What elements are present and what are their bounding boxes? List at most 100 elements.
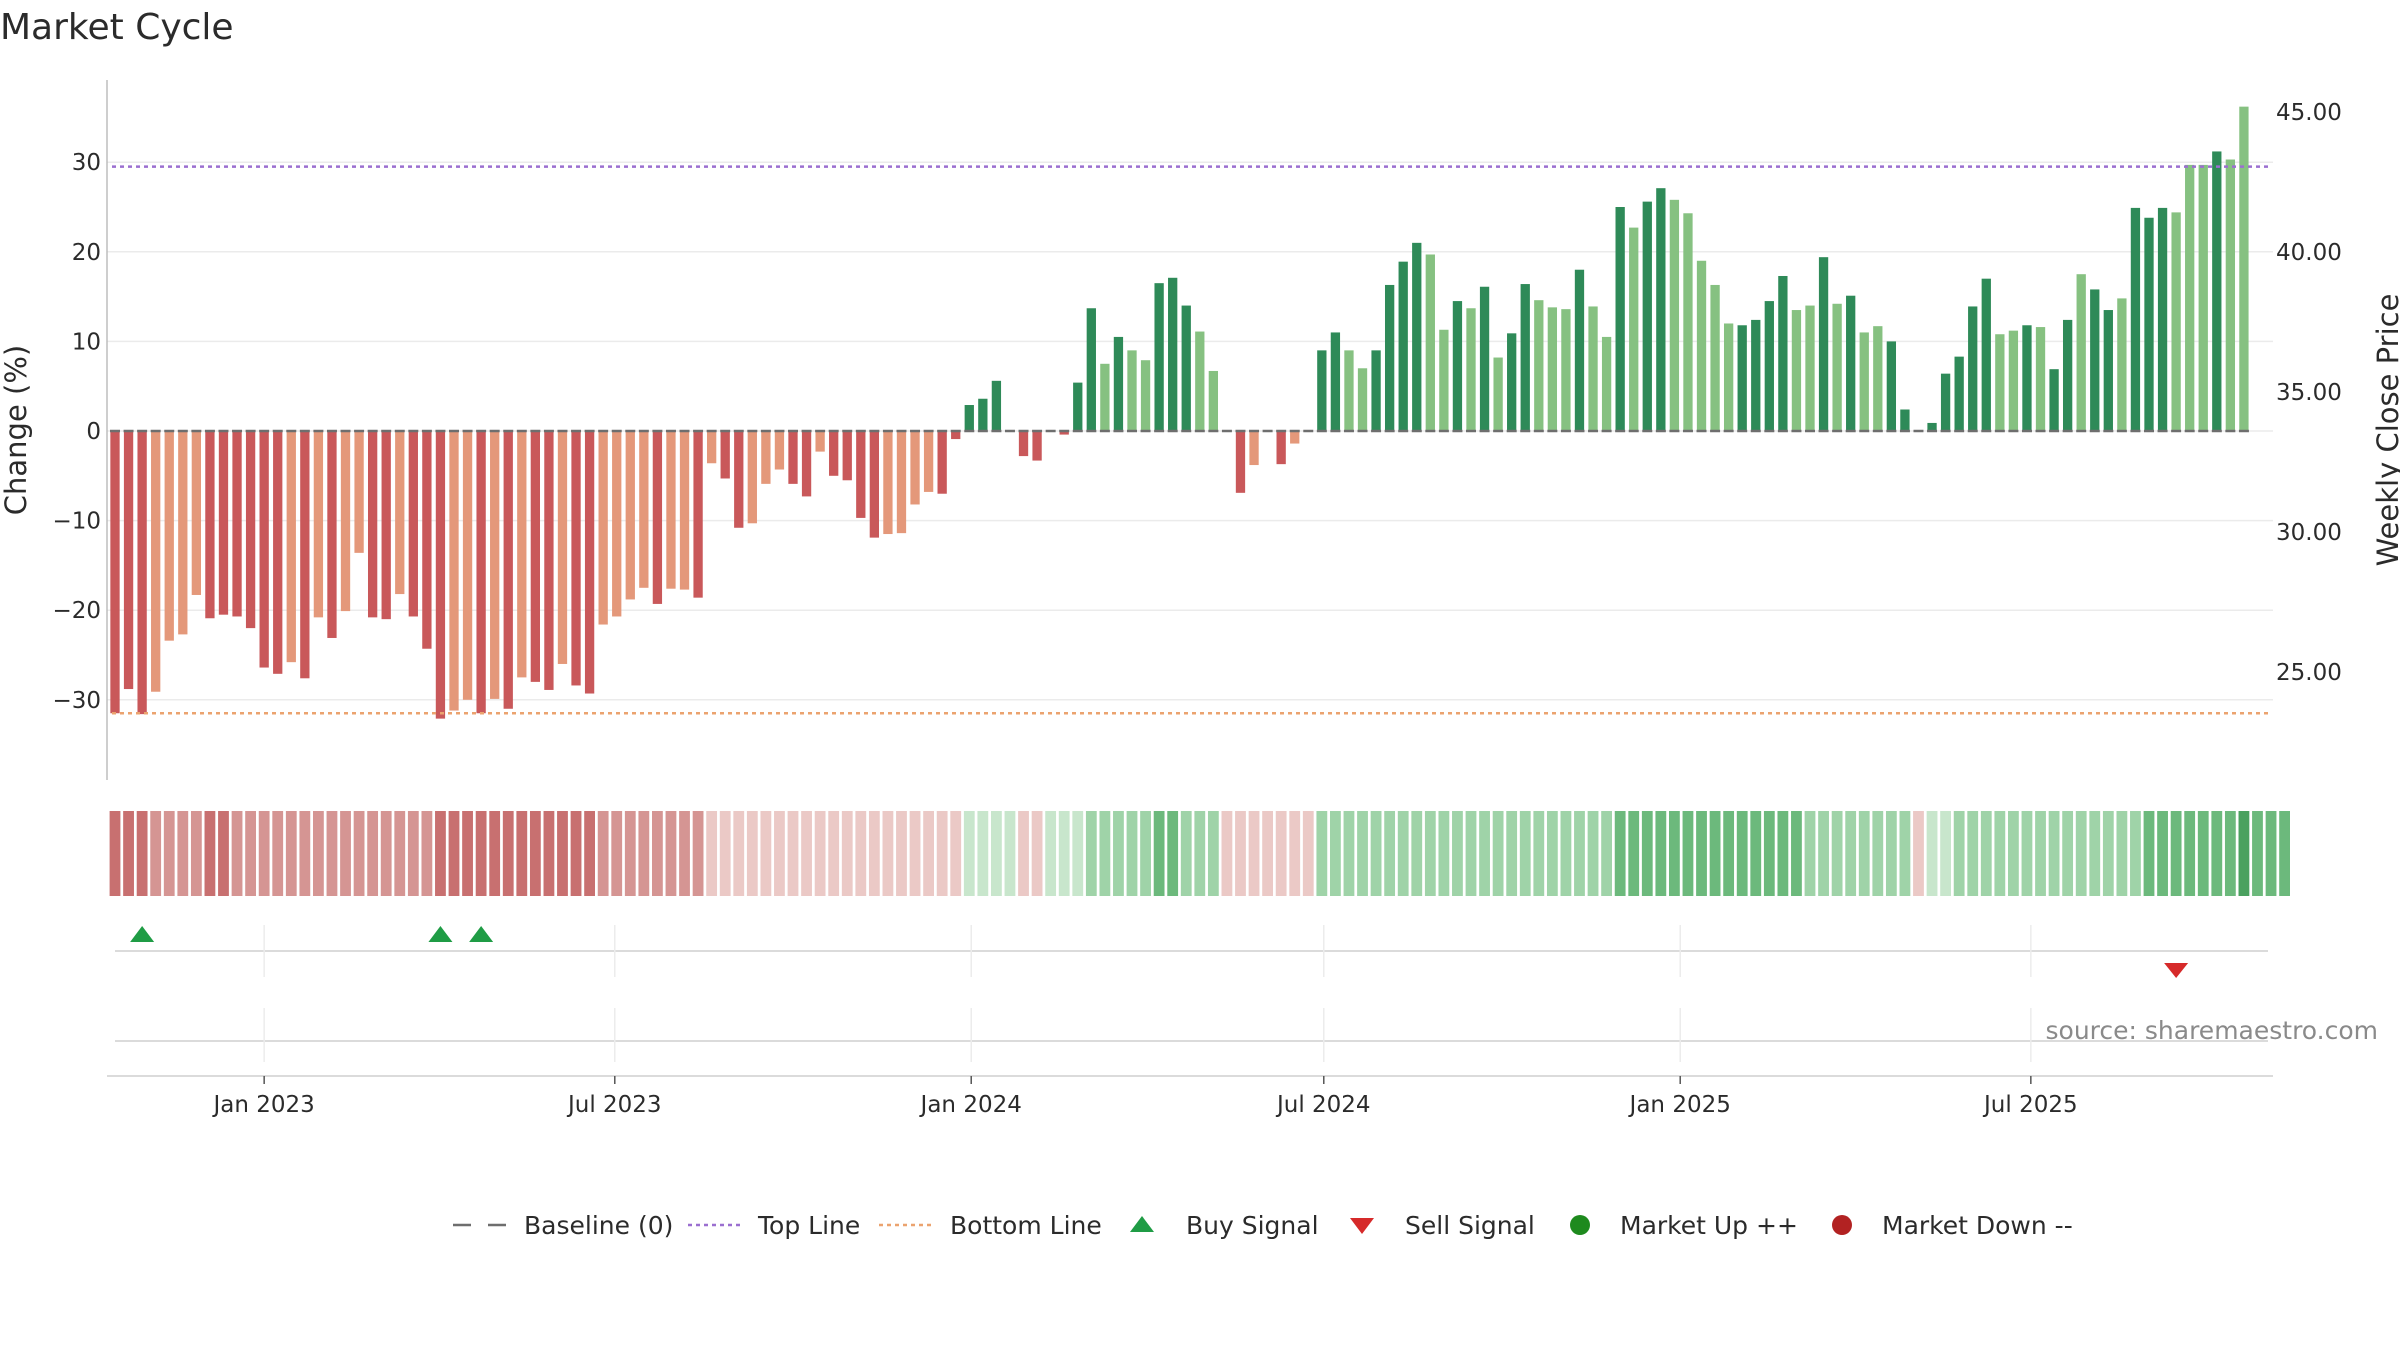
bar bbox=[164, 431, 174, 641]
y2-tick-label: 35.00 bbox=[2276, 380, 2342, 406]
bar bbox=[842, 431, 852, 481]
bar bbox=[652, 431, 663, 604]
bar bbox=[1195, 331, 1205, 431]
regime-cell bbox=[367, 811, 379, 896]
bar bbox=[1805, 305, 1815, 431]
regime-cell bbox=[1031, 811, 1043, 896]
y2-tick-label: 25.00 bbox=[2276, 660, 2342, 686]
regime-cell bbox=[1696, 811, 1707, 896]
bar bbox=[1276, 431, 1286, 465]
bar bbox=[422, 431, 432, 649]
bar bbox=[815, 431, 825, 452]
bar bbox=[1778, 275, 1788, 431]
regime-cell bbox=[665, 811, 677, 896]
regime-cell bbox=[868, 811, 880, 896]
bar bbox=[1235, 431, 1246, 493]
bar bbox=[1520, 284, 1530, 431]
regime-cell bbox=[1899, 811, 1911, 896]
regime-cell bbox=[950, 811, 962, 896]
bar bbox=[2198, 164, 2208, 431]
regime-cell bbox=[1601, 811, 1612, 896]
bar bbox=[1642, 201, 1652, 431]
regime-cell bbox=[584, 811, 595, 896]
regime-cell bbox=[1560, 811, 1572, 896]
regime-cell bbox=[1438, 811, 1450, 896]
bar bbox=[2103, 310, 2113, 431]
y-tick-label: −20 bbox=[52, 598, 101, 624]
regime-cell bbox=[1302, 811, 1314, 896]
bar bbox=[1846, 295, 1856, 431]
y-tick-label: −30 bbox=[52, 688, 101, 714]
regime-cell bbox=[313, 811, 324, 896]
bar bbox=[774, 431, 785, 470]
bar bbox=[544, 431, 554, 690]
regime-cell bbox=[2279, 811, 2290, 896]
regime-cell bbox=[2130, 811, 2141, 896]
regime-cell bbox=[1099, 811, 1111, 896]
bar bbox=[693, 431, 703, 598]
regime-cell bbox=[923, 811, 934, 896]
legend-buy-icon bbox=[1130, 1216, 1154, 1232]
regime-cell bbox=[340, 811, 351, 896]
bar bbox=[1439, 329, 1449, 431]
bar bbox=[1669, 199, 1680, 431]
bar bbox=[1723, 323, 1734, 431]
regime-cell bbox=[1275, 811, 1287, 896]
regime-cell bbox=[2116, 811, 2128, 896]
regime-cell bbox=[2170, 811, 2182, 896]
regime-cell bbox=[2102, 811, 2114, 896]
bar bbox=[178, 431, 188, 635]
regime-cell bbox=[448, 811, 460, 896]
bar bbox=[1940, 373, 1951, 431]
regime-cell bbox=[380, 811, 392, 896]
buy-signal-marker bbox=[428, 926, 453, 942]
bar bbox=[313, 431, 324, 618]
y-tick-label: 10 bbox=[72, 329, 101, 355]
bar bbox=[2022, 325, 2032, 431]
source-label: source: sharemaestro.com bbox=[2046, 1016, 2379, 1045]
regime-cell bbox=[1682, 811, 1694, 896]
bar bbox=[598, 431, 608, 625]
regime-cell bbox=[611, 811, 623, 896]
bar bbox=[937, 431, 947, 494]
bar bbox=[1493, 357, 1503, 431]
bar bbox=[435, 431, 446, 719]
y2-tick-label: 30.00 bbox=[2276, 520, 2342, 546]
regime-cell bbox=[2197, 811, 2209, 896]
bar bbox=[286, 431, 296, 663]
regime-cell bbox=[2224, 811, 2236, 896]
bar bbox=[1656, 188, 1666, 431]
regime-cell bbox=[2021, 811, 2033, 896]
regime-cell bbox=[1411, 811, 1423, 896]
bar bbox=[476, 431, 486, 714]
bar bbox=[300, 431, 310, 679]
bar bbox=[1873, 326, 1883, 431]
signals bbox=[130, 926, 2189, 978]
regime-cell bbox=[502, 811, 514, 896]
regime-cell bbox=[1072, 811, 1084, 896]
regime-cell bbox=[1153, 811, 1165, 896]
bar bbox=[1154, 283, 1164, 431]
bar bbox=[747, 431, 757, 524]
buy-signal-marker bbox=[469, 926, 494, 942]
bar bbox=[151, 431, 161, 692]
regime-cell bbox=[1194, 811, 1206, 896]
regime-cell bbox=[746, 811, 758, 896]
regime-cell bbox=[1926, 811, 1938, 896]
regime-cell bbox=[245, 811, 256, 896]
bar bbox=[1818, 257, 1829, 431]
bar bbox=[1995, 334, 2005, 431]
regime-cell bbox=[1085, 811, 1097, 896]
bar bbox=[327, 431, 337, 638]
regime-cell bbox=[1058, 811, 1070, 896]
bar bbox=[679, 431, 690, 590]
bar bbox=[2157, 207, 2168, 431]
bar bbox=[2117, 298, 2127, 431]
regime-cell bbox=[1045, 811, 1057, 896]
regime-cell bbox=[462, 811, 473, 896]
bar bbox=[1073, 382, 1083, 431]
bar bbox=[1290, 431, 1300, 444]
bar bbox=[1547, 307, 1558, 431]
bar bbox=[340, 431, 351, 612]
bar bbox=[354, 431, 364, 553]
